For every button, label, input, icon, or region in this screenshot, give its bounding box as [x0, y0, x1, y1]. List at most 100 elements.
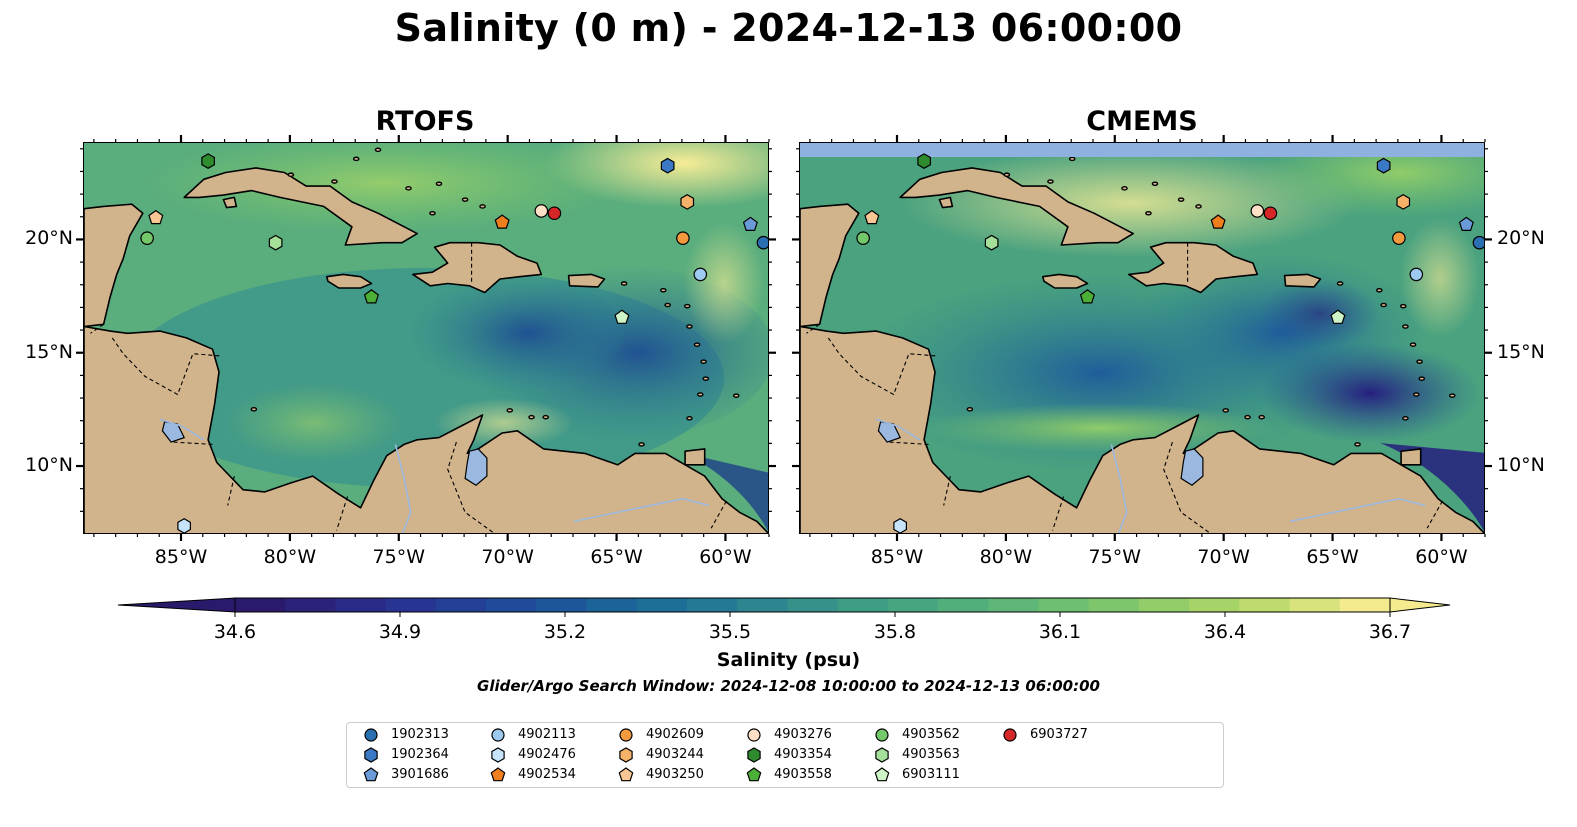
legend-marker: [747, 747, 761, 763]
land-small-island: [1177, 197, 1185, 202]
float-marker-4902113: [491, 728, 505, 742]
ocean-field: [1250, 143, 1484, 218]
land-small-island: [1354, 442, 1361, 447]
x-tick-label: 65°W: [590, 546, 643, 568]
land-hispaniola: [411, 241, 543, 294]
land-small-island: [620, 281, 628, 286]
legend-marker: [364, 747, 378, 763]
legend-label: 1902364: [391, 747, 449, 762]
land-small-island: [1413, 392, 1420, 397]
colorbar: [117, 597, 1451, 617]
float-marker-4903562: [875, 728, 889, 742]
map-svg-cmems: [800, 143, 1484, 533]
float-marker-4903558: [746, 767, 762, 782]
land-puerto-rico: [1283, 273, 1322, 288]
river: [159, 418, 205, 441]
colorbar-segment: [837, 598, 889, 612]
ocean-field: [1260, 343, 1480, 443]
float-marker-4902609: [676, 231, 690, 245]
legend-marker: [1003, 728, 1017, 742]
legend-marker: [875, 728, 889, 742]
float-marker-4903354: [201, 153, 215, 169]
colorbar-segment: [1189, 598, 1240, 612]
x-tick-label: 60°W: [699, 546, 752, 568]
x-tick-label: 80°W: [979, 546, 1033, 568]
colorbar-tick-label: 34.6: [213, 621, 257, 643]
river: [394, 444, 412, 533]
float-marker-6903111: [1330, 309, 1346, 324]
land-trinidad: [684, 448, 706, 466]
float-marker-6903727: [1263, 206, 1278, 221]
land-small-island: [732, 393, 740, 398]
legend-marker: [618, 767, 634, 782]
colorbar-segment: [988, 598, 1040, 612]
legend-marker: [619, 728, 633, 742]
land-small-island: [1399, 303, 1407, 309]
float-marker-6903111: [874, 767, 890, 782]
float-marker-4903276: [747, 728, 761, 742]
legend-label: 4903562: [902, 727, 960, 742]
country-border: [827, 337, 938, 396]
float-marker-4903563: [268, 234, 283, 251]
float-marker-4903250: [148, 209, 164, 225]
legend-label: 4902609: [646, 727, 704, 742]
land-small-island: [287, 172, 295, 178]
float-marker-4902113: [693, 267, 708, 282]
lake-maracaibo: [1180, 448, 1204, 486]
land-small-island: [1416, 359, 1423, 364]
land-small-island: [506, 408, 514, 413]
land-small-island: [528, 414, 535, 420]
ocean-field: [144, 143, 624, 233]
legend-label: 4903563: [902, 747, 960, 762]
ocean-field: [684, 453, 768, 532]
river: [875, 418, 921, 441]
map-panel-rtofs: [83, 142, 769, 534]
x-tick-label: 80°W: [263, 546, 317, 568]
float-marker-1902313: [1472, 235, 1484, 250]
land-small-island: [1380, 302, 1387, 308]
land-small-island: [700, 359, 707, 364]
land-small-island: [664, 302, 671, 308]
y-tick-label: 15°N: [25, 340, 73, 363]
legend: 1902313 1902364 3901686 4902113 4902476 49025…: [346, 722, 1224, 788]
legend-label: 6903111: [902, 767, 960, 782]
land-small-island: [1047, 179, 1054, 184]
ocean-field: [900, 148, 1360, 258]
colorbar-segment: [1339, 598, 1391, 612]
x-tick-label: 70°W: [481, 546, 534, 568]
float-marker-4903276: [534, 204, 549, 218]
land-jamaica: [326, 273, 373, 289]
colorbar-segment: [737, 598, 788, 612]
land-small-island: [1402, 416, 1409, 421]
land-isla-juventud: [222, 196, 238, 209]
land-small-island: [405, 186, 412, 191]
float-marker-4903250: [864, 209, 880, 225]
float-marker-3901686: [363, 767, 379, 782]
float-marker-4902476: [893, 518, 908, 533]
float-marker-3901686: [742, 216, 758, 232]
land-jamaica: [1042, 273, 1089, 289]
country-border: [1426, 500, 1443, 529]
land-isla-juventud: [938, 196, 954, 209]
float-marker-3901686: [1458, 216, 1474, 232]
float-marker-1902364: [1376, 157, 1391, 174]
float-marker-4902609: [1392, 231, 1406, 245]
land-small-island: [1409, 342, 1417, 347]
float-marker-1902313: [364, 728, 378, 742]
colorbar-segment: [1138, 598, 1190, 612]
ocean-field: [684, 223, 764, 343]
land-small-island: [1258, 414, 1265, 420]
land-small-island: [1418, 376, 1426, 381]
float-marker-4903276: [1250, 204, 1265, 218]
land-small-island: [1151, 181, 1159, 187]
colorbar-tick-label: 36.7: [1368, 621, 1412, 643]
search-window-note: Glider/Argo Search Window: 2024-12-08 10…: [477, 677, 1100, 695]
float-marker-6903727: [547, 206, 562, 221]
land-small-island: [1145, 210, 1152, 216]
float-marker-1902313: [756, 235, 768, 250]
colorbar-extend-high: [1389, 597, 1451, 613]
river: [1289, 497, 1426, 523]
legend-label: 4903354: [774, 747, 832, 762]
land-small-island: [429, 210, 436, 216]
colorbar-segment: [1038, 598, 1090, 612]
